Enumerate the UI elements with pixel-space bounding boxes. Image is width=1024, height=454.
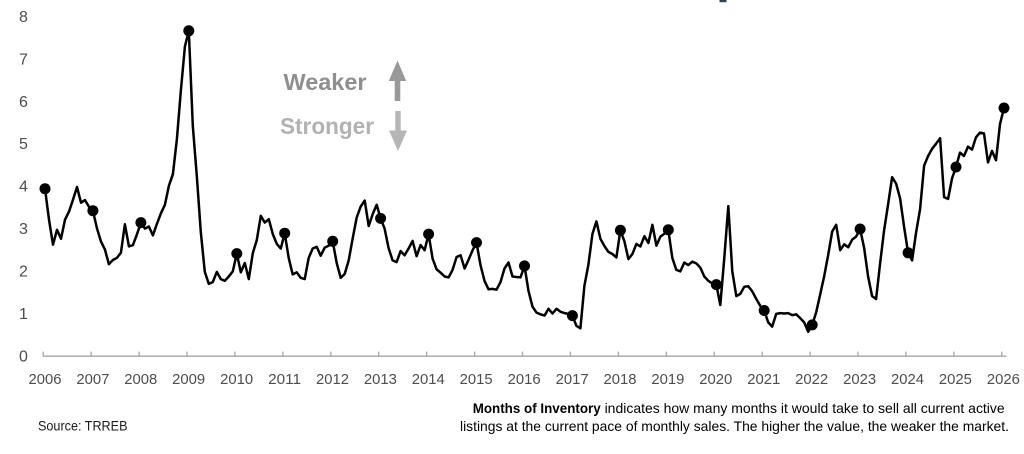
svg-text:2012: 2012 bbox=[316, 372, 349, 388]
svg-text:Source: TRREB: Source: TRREB bbox=[38, 418, 128, 434]
svg-text:Stronger: Stronger bbox=[280, 113, 374, 139]
svg-text:2016: 2016 bbox=[508, 372, 541, 388]
svg-text:2011: 2011 bbox=[268, 372, 301, 388]
svg-text:2015: 2015 bbox=[460, 372, 493, 388]
svg-text:2018: 2018 bbox=[604, 372, 637, 388]
svg-text:2006: 2006 bbox=[29, 372, 62, 388]
svg-text:2019: 2019 bbox=[651, 372, 684, 388]
svg-text:2007: 2007 bbox=[76, 372, 109, 388]
svg-text:2: 2 bbox=[19, 264, 28, 281]
svg-text:2010: 2010 bbox=[220, 372, 253, 388]
svg-text:8: 8 bbox=[19, 9, 28, 26]
svg-text:2021: 2021 bbox=[747, 372, 780, 388]
svg-text:2013: 2013 bbox=[364, 372, 397, 388]
svg-text:Weaker: Weaker bbox=[284, 69, 367, 95]
svg-text:6: 6 bbox=[19, 94, 28, 111]
svg-text:2025: 2025 bbox=[939, 372, 972, 388]
svg-text:2023: 2023 bbox=[843, 372, 876, 388]
svg-text:2009: 2009 bbox=[172, 372, 205, 388]
svg-text:Months of Inventory indicates: Months of Inventory indicates how many m… bbox=[473, 400, 1005, 416]
svg-text:2020: 2020 bbox=[699, 372, 732, 388]
svg-text:3: 3 bbox=[19, 221, 28, 238]
svg-text:2024: 2024 bbox=[891, 372, 924, 388]
svg-text:5: 5 bbox=[19, 136, 28, 153]
svg-text:2026: 2026 bbox=[987, 372, 1020, 388]
svg-text:2017: 2017 bbox=[556, 372, 589, 388]
svg-text:2022: 2022 bbox=[795, 372, 828, 388]
svg-text:1: 1 bbox=[19, 306, 28, 323]
svg-text:2014: 2014 bbox=[412, 372, 445, 388]
svg-text:4: 4 bbox=[19, 179, 28, 196]
svg-text:7: 7 bbox=[19, 51, 28, 68]
svg-text:2008: 2008 bbox=[124, 372, 157, 388]
svg-text:0: 0 bbox=[19, 349, 28, 366]
svg-text:listings at the current pace o: listings at the current pace of monthly … bbox=[460, 418, 1009, 434]
